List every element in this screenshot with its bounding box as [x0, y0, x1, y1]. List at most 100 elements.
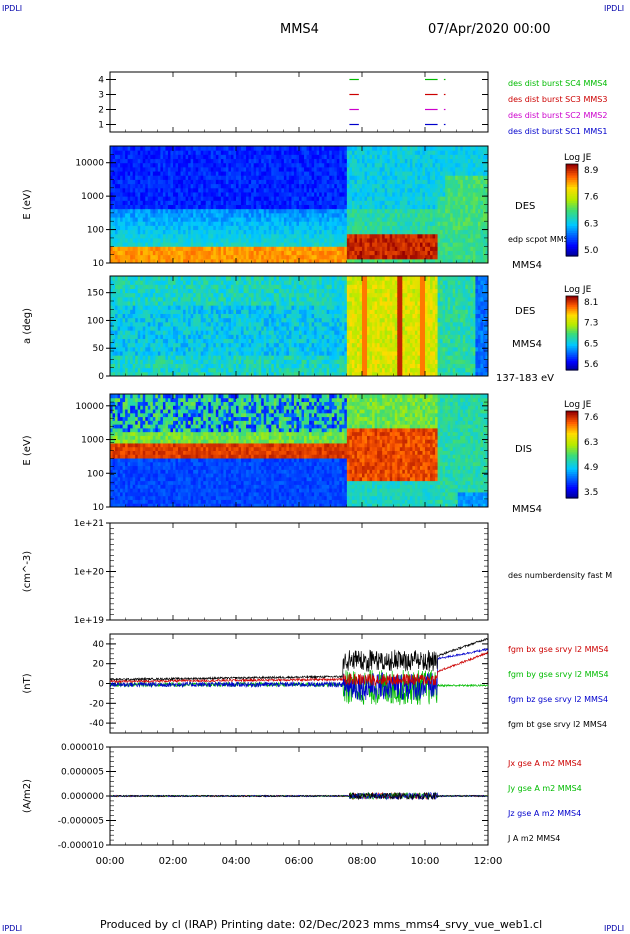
heatmap-cell: [417, 212, 421, 218]
heatmap-cell: [218, 187, 222, 193]
heatmap-cell: [261, 208, 265, 214]
heatmap-cell: [349, 179, 353, 185]
heatmap-cell: [175, 242, 179, 247]
heatmap-cell: [387, 162, 391, 168]
heatmap-cell: [291, 229, 295, 235]
heatmap-cell: [346, 154, 350, 160]
heatmap-cell: [175, 229, 179, 235]
heatmap-cell: [372, 200, 376, 205]
heatmap-cell: [198, 166, 202, 172]
heatmap-cell: [256, 171, 260, 176]
heatmap-cell: [130, 254, 134, 260]
heatmap-cell: [152, 221, 156, 226]
heatmap-cell: [271, 246, 275, 251]
heatmap-cell: [349, 204, 353, 210]
heatmap-cell: [160, 175, 164, 180]
heatmap-cell: [122, 242, 126, 247]
heatmap-cell: [389, 246, 393, 251]
heatmap-cell: [349, 183, 353, 189]
heatmap-cell: [195, 217, 199, 222]
heatmap-cell: [281, 171, 285, 176]
heatmap-cell: [288, 200, 292, 205]
heatmap-cell: [157, 212, 161, 218]
heatmap-cell: [178, 191, 182, 197]
heatmap-cell: [152, 171, 156, 176]
heatmap-cell: [419, 246, 423, 251]
heatmap-cell: [417, 250, 421, 256]
heatmap-cell: [354, 246, 358, 251]
heatmap-cell: [198, 254, 202, 260]
heatmap-cell: [122, 154, 126, 160]
heatmap-cell: [404, 171, 408, 176]
heatmap-cell: [183, 150, 187, 155]
heatmap-cell: [175, 187, 179, 193]
heatmap-cell: [142, 217, 146, 222]
heatmap-cell: [367, 162, 371, 168]
heatmap-cell: [142, 208, 146, 214]
heatmap-cell: [137, 200, 141, 205]
heatmap-cell: [115, 187, 119, 193]
heatmap-cell: [243, 242, 247, 247]
heatmap-cell: [120, 166, 124, 172]
heatmap-cell: [271, 191, 275, 197]
heatmap-cell: [140, 146, 144, 151]
heatmap-cell: [273, 258, 277, 264]
heatmap-cell: [369, 208, 373, 214]
heatmap-cell: [266, 237, 270, 243]
heatmap-cell: [399, 183, 403, 189]
heatmap-cell: [246, 162, 250, 168]
heatmap-cell: [122, 171, 126, 176]
heatmap-cell: [125, 187, 129, 193]
heatmap-cell: [316, 171, 320, 176]
heatmap-cell: [115, 258, 119, 264]
heatmap-cell: [349, 196, 353, 201]
heatmap-cell: [412, 217, 416, 222]
heatmap-cell: [142, 229, 146, 235]
heatmap-cell: [392, 196, 396, 201]
heatmap-cell: [145, 175, 149, 180]
heatmap-cell: [130, 242, 134, 247]
heatmap-cell: [276, 187, 280, 193]
heatmap-cell: [293, 204, 297, 210]
heatmap-cell: [258, 179, 262, 185]
heatmap-cell: [339, 146, 343, 151]
heatmap-cell: [374, 196, 378, 201]
heatmap-cell: [198, 250, 202, 256]
heatmap-cell: [319, 175, 323, 180]
heatmap-cell: [321, 217, 325, 222]
heatmap-cell: [417, 146, 421, 151]
heatmap-cell: [251, 179, 255, 185]
heatmap-cell: [120, 246, 124, 251]
heatmap-cell: [162, 200, 166, 205]
heatmap-cell: [112, 154, 116, 160]
heatmap-cell: [412, 246, 416, 251]
heatmap-cell: [135, 246, 139, 251]
heatmap-cell: [193, 212, 197, 218]
heatmap-cell: [354, 146, 358, 151]
heatmap-cell: [258, 158, 262, 164]
heatmap-cell: [173, 208, 177, 214]
heatmap-cell: [372, 154, 376, 160]
heatmap-cell: [246, 229, 250, 235]
heatmap-cell: [223, 183, 227, 189]
heatmap-cell: [356, 187, 360, 193]
heatmap-cell: [155, 175, 159, 180]
heatmap-cell: [173, 154, 177, 160]
heatmap-cell: [170, 175, 174, 180]
heatmap-cell: [173, 175, 177, 180]
heatmap-cell: [137, 175, 141, 180]
heatmap-cell: [251, 166, 255, 172]
heatmap-cell: [132, 258, 136, 264]
heatmap-cell: [215, 258, 219, 264]
heatmap-cell: [241, 150, 245, 155]
heatmap-cell: [374, 171, 378, 176]
heatmap-cell: [167, 229, 171, 235]
heatmap-cell: [120, 146, 124, 151]
heatmap-cell: [243, 166, 247, 172]
heatmap-cell: [167, 150, 171, 155]
heatmap-cell: [419, 154, 423, 160]
heatmap-cell: [321, 229, 325, 235]
heatmap-cell: [329, 229, 333, 235]
heatmap-cell: [326, 154, 330, 160]
heatmap-cell: [392, 233, 396, 239]
